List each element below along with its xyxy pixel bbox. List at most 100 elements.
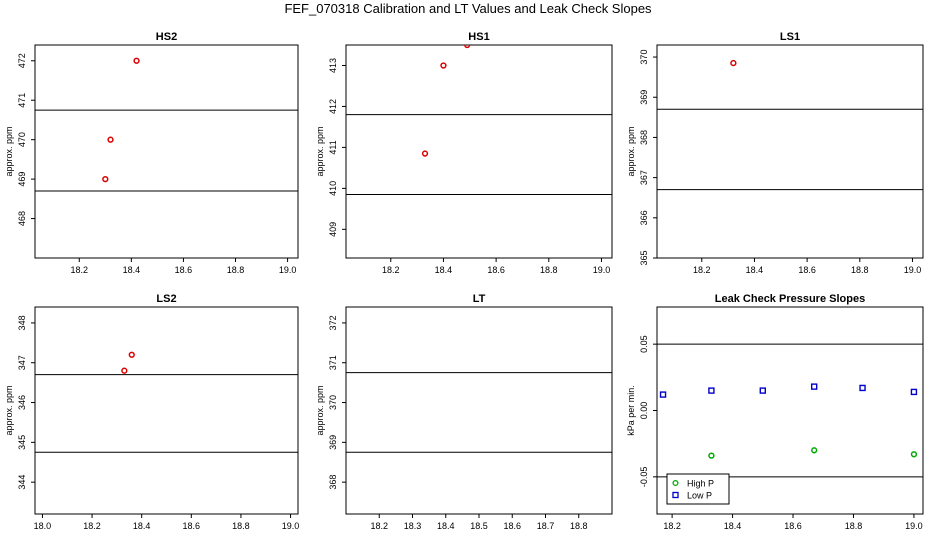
chart-panel-4: LS2 18.0 18.2 18.4 18.6 18.8 19.0 344 345 346 347 3… (4, 293, 299, 531)
x-tick-label: 19.0 (905, 521, 923, 531)
chart-title: LS1 (780, 31, 800, 43)
chart-title: LT (473, 293, 486, 305)
y-tick-label: 348 (17, 315, 27, 330)
x-tick-label: 18.3 (404, 521, 422, 531)
chart-panel-6: Leak Check Pressure Slopes 18.2 18.4 18.6 18… (626, 293, 924, 531)
x-tick-label: 19.0 (593, 265, 611, 275)
plot-frame (345, 306, 613, 515)
data-point (121, 367, 128, 374)
x-tick-label: 18.7 (537, 521, 555, 531)
plot-frame (656, 44, 924, 259)
y-tick-label: 345 (17, 435, 27, 450)
data-points (659, 383, 918, 459)
x-tick-label: 19.0 (904, 265, 922, 275)
x-tick-label: 18.8 (232, 521, 250, 531)
plot-frame (345, 44, 613, 259)
data-point (910, 451, 918, 458)
plot-frame (34, 44, 299, 259)
legend: High P Low P (666, 473, 730, 505)
chart-panel-1: HS2 18.2 18.4 18.6 18.8 19.0 468 469 470 471 472 ap… (4, 31, 299, 275)
x-tick-label: 18.0 (34, 521, 52, 531)
data-point (107, 136, 114, 143)
data-point (659, 391, 667, 398)
y-tick-label: 413 (328, 58, 338, 73)
data-point (708, 387, 715, 394)
data-point (128, 351, 135, 358)
y-tick-label: 472 (17, 53, 27, 68)
chart-panel-5: LT 18.2 18.3 18.4 18.5 18.6 18.7 18.8 368 369 370 3… (315, 293, 613, 531)
chart-panel-2: HS1 18.2 18.4 18.6 18.8 19.0 409 410 411 412 413 ap… (315, 31, 613, 275)
y-tick-label: 470 (17, 132, 27, 147)
data-point (102, 175, 109, 183)
x-tick-label: 18.6 (183, 521, 201, 531)
chart-title: Leak Check Pressure Slopes (715, 293, 865, 305)
legend-box (666, 473, 730, 505)
legend-label: High P (687, 479, 714, 489)
data-point (859, 384, 866, 392)
chart-title: HS2 (156, 31, 177, 43)
y-axis-label: approx. ppm (626, 126, 636, 176)
x-tick-label: 18.6 (503, 521, 521, 531)
y-tick-label: 368 (639, 130, 649, 145)
y-tick-label: 344 (17, 475, 27, 490)
x-tick-label: 18.8 (851, 265, 869, 275)
y-tick-label: 469 (17, 172, 27, 187)
x-tick-label: 18.2 (382, 265, 400, 275)
x-tick-label: 18.2 (71, 265, 89, 275)
data-point (421, 150, 429, 157)
x-tick-label: 18.4 (435, 265, 453, 275)
x-tick-label: 18.6 (784, 521, 802, 531)
y-tick-label: 409 (328, 222, 338, 237)
plot-frame (34, 306, 299, 515)
y-tick-label: 372 (328, 315, 338, 330)
y-tick-label: 347 (17, 355, 27, 370)
chart-title: LS2 (156, 293, 176, 305)
y-tick-label: -0.05 (639, 467, 649, 488)
data-point (133, 57, 140, 64)
data-points (421, 45, 471, 157)
chart-panel-3: LS1 18.2 18.4 18.6 18.8 19.0 365 366 367 368 369 37… (626, 31, 924, 275)
x-tick-label: 18.8 (570, 521, 588, 531)
x-tick-label: 19.0 (279, 265, 297, 275)
data-point (708, 452, 715, 459)
y-axis-label: kPa per min. (626, 385, 636, 436)
y-tick-label: 369 (328, 435, 338, 450)
y-tick-label: 346 (17, 395, 27, 410)
x-tick-label: 18.6 (175, 265, 193, 275)
y-tick-label: 368 (328, 475, 338, 490)
y-tick-label: 366 (639, 210, 649, 225)
legend-label: Low P (687, 491, 712, 501)
y-tick-label: 367 (639, 170, 649, 185)
x-tick-label: 19.0 (282, 521, 300, 531)
legend-marker (672, 479, 679, 487)
data-points (730, 59, 737, 67)
y-tick-label: 0.00 (639, 402, 649, 420)
y-tick-label: 370 (639, 50, 649, 65)
data-point (810, 383, 818, 390)
x-tick-label: 18.5 (470, 521, 488, 531)
y-axis-label: approx. ppm (4, 385, 14, 435)
data-point (463, 45, 471, 49)
x-tick-label: 18.4 (133, 521, 151, 531)
x-tick-label: 18.6 (487, 265, 505, 275)
x-tick-label: 18.2 (370, 521, 388, 531)
y-tick-label: 0.05 (639, 335, 649, 353)
data-points (121, 351, 135, 374)
x-tick-label: 18.8 (227, 265, 245, 275)
x-tick-label: 18.2 (663, 521, 681, 531)
y-axis-label: approx. ppm (315, 126, 325, 176)
y-tick-label: 412 (328, 99, 338, 114)
x-tick-label: 18.4 (123, 265, 141, 275)
y-tick-label: 471 (17, 93, 27, 108)
y-tick-label: 468 (17, 211, 27, 226)
data-point (910, 388, 918, 396)
data-point (440, 62, 447, 69)
x-tick-label: 18.8 (540, 265, 558, 275)
x-tick-label: 18.4 (724, 521, 742, 531)
x-tick-label: 18.8 (845, 521, 863, 531)
y-tick-label: 365 (639, 250, 649, 265)
y-tick-label: 369 (639, 90, 649, 105)
legend-marker (672, 491, 679, 499)
data-point (759, 387, 766, 394)
